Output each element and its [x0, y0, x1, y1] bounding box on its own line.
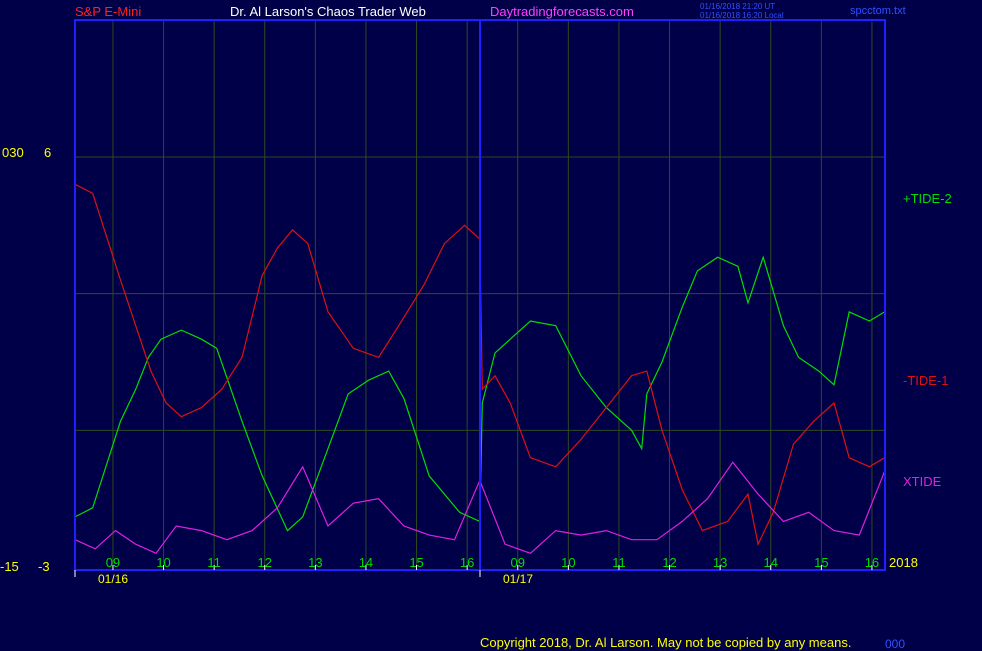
hour-tick-label: 14 [359, 555, 373, 570]
footer-tag: 000 [885, 637, 906, 651]
legend-label: XTIDE [903, 474, 942, 489]
hour-tick-label: 12 [662, 555, 676, 570]
author-title: Dr. Al Larson's Chaos Trader Web [230, 4, 426, 19]
stamp-line-1: 01/16/2018 21:20 UT [700, 2, 776, 11]
hour-tick-label: 09 [511, 555, 525, 570]
legend-label: +TIDE-2 [903, 191, 952, 206]
hour-tick-label: 15 [409, 555, 423, 570]
date-label: 01/17 [503, 572, 533, 586]
series-line-tide-1 [74, 183, 885, 547]
hour-tick-label: 16 [460, 555, 474, 570]
hour-tick-label: 13 [308, 555, 322, 570]
legend-label: -TIDE-1 [903, 373, 949, 388]
y-axis-label: 6 [44, 145, 51, 160]
hour-tick-label: 14 [764, 555, 778, 570]
y-axis-label: 030 [2, 145, 24, 160]
stamp-line-2: 01/16/2018 16:20 Local [700, 11, 784, 20]
hour-tick-label: 10 [156, 555, 170, 570]
file-name: spcctom.txt [850, 5, 906, 17]
series-group [74, 183, 886, 555]
axis-labels: 09 10 11 12 13 14 15 16 09 10 11 12 13 14 15 16 01/16 01/… [0, 145, 952, 586]
hour-tick-label: 16 [865, 555, 879, 570]
series-line-xtide [74, 461, 886, 555]
axis-ticks [74, 565, 873, 577]
hour-tick-label: 09 [106, 555, 120, 570]
copyright-note: Copyright 2018, Dr. Al Larson. May not b… [480, 635, 852, 650]
symbol-title: S&P E-Mini [75, 4, 142, 19]
year-label: 2018 [889, 555, 918, 570]
hour-tick-label: 15 [814, 555, 828, 570]
date-label: 01/16 [98, 572, 128, 586]
hour-tick-label: 13 [713, 555, 727, 570]
hour-tick-label: 12 [258, 555, 272, 570]
series-line-tide-2 [74, 255, 885, 532]
hour-tick-label: 11 [207, 555, 221, 570]
y-axis-label: -3 [38, 559, 50, 574]
hour-tick-label: 11 [612, 555, 626, 570]
hour-tick-label: 10 [561, 555, 575, 570]
site-title: Daytradingforecasts.com [490, 4, 634, 19]
y-axis-label: -15 [0, 559, 19, 574]
